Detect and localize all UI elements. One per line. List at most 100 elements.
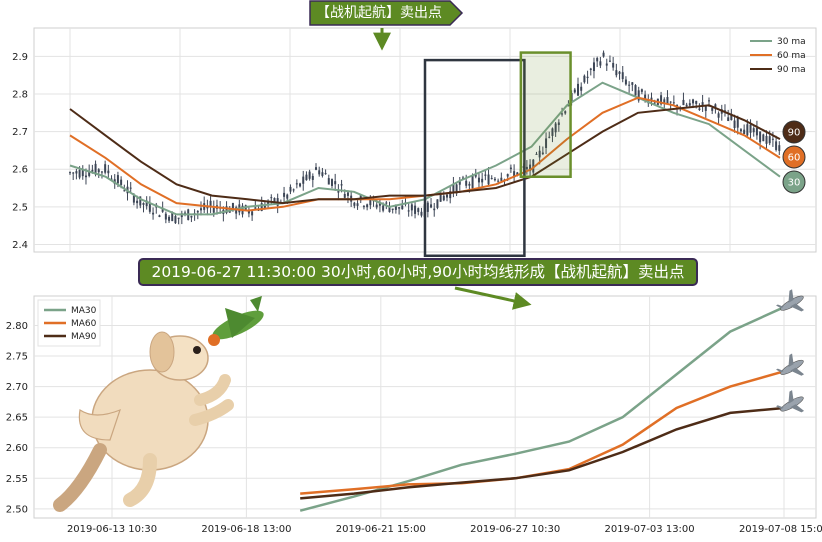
legend-label: 60 ma	[777, 51, 806, 61]
candle-body	[461, 177, 464, 179]
candle-body	[557, 122, 560, 125]
candle-body	[752, 128, 755, 133]
candle-body	[251, 211, 254, 216]
candle-body	[711, 107, 714, 111]
candle-body	[666, 97, 669, 104]
legend-label: MA30	[71, 306, 97, 316]
candle-body	[407, 210, 410, 212]
candle-body	[449, 191, 452, 199]
candle-body	[672, 102, 675, 104]
candle-body	[749, 124, 752, 133]
candle-body	[311, 175, 314, 180]
candle-body	[497, 180, 500, 182]
candle-body	[513, 171, 516, 178]
candle-body	[75, 171, 78, 174]
bottom-ma-series	[299, 306, 785, 512]
plane-icon	[776, 390, 805, 413]
candle-body	[727, 117, 730, 121]
banner-arrow	[454, 286, 532, 310]
candle-body	[433, 208, 436, 211]
candle-body	[525, 166, 528, 170]
candle-body	[286, 194, 289, 199]
candle-body	[743, 129, 746, 135]
candle-body	[414, 205, 417, 214]
candle-body	[334, 181, 337, 185]
candle-body	[618, 71, 621, 74]
candle-body	[174, 216, 177, 224]
bottom-ytick-label: 2.70	[6, 382, 28, 393]
candle-body	[302, 176, 305, 184]
candle-body	[308, 171, 311, 179]
candle-body	[452, 183, 455, 193]
candle-body	[554, 123, 557, 133]
candle-body	[605, 63, 608, 66]
candle-body	[506, 174, 509, 177]
signal-banner: 2019-06-27 11:30:00 30小时,60小时,90小时均线形成【战…	[138, 258, 698, 286]
top-ytick-label: 2.5	[12, 202, 28, 213]
candle-body	[573, 89, 576, 93]
plane-icon	[776, 289, 805, 312]
candle-body	[398, 207, 401, 209]
candle-body	[254, 207, 257, 209]
candle-body	[477, 177, 480, 183]
candle-body	[561, 113, 564, 115]
candle-body	[430, 204, 433, 208]
candle-body	[682, 99, 685, 106]
plane-icons	[776, 289, 805, 413]
end-badge-circle	[782, 120, 806, 144]
candle-body	[343, 194, 346, 198]
bottom-ytick-label: 2.50	[6, 504, 28, 515]
candle-body	[736, 117, 739, 128]
candle-body	[446, 194, 449, 198]
end-badge-label: 60	[788, 153, 801, 164]
bottom-legend: MA30 MA60 MA90	[37, 299, 101, 347]
candle-body	[704, 106, 707, 111]
candle-body	[97, 169, 100, 173]
candle-body	[685, 104, 688, 107]
candle-body	[168, 216, 171, 221]
annotation-boxes	[423, 51, 572, 258]
candle-body	[346, 192, 349, 196]
candle-body	[69, 172, 71, 174]
top-legend: 30 ma 60 ma 90 ma	[750, 37, 806, 75]
end-badges: 90 60 30	[782, 120, 806, 194]
candle-body	[669, 101, 672, 103]
candle-body	[161, 207, 164, 212]
candle-body	[698, 108, 701, 111]
bottom-ytick-label: 2.60	[6, 443, 28, 454]
candle-body	[634, 85, 637, 96]
top-flag-label: 【战机起航】卖出点	[316, 5, 442, 21]
candle-body	[209, 200, 212, 207]
bottom-ytick-label: 2.55	[6, 474, 28, 485]
candle-body	[353, 202, 356, 206]
candle-body	[768, 136, 771, 144]
candle-body	[305, 174, 308, 181]
candle-body	[723, 110, 726, 112]
candle-body	[107, 170, 110, 174]
candle-body	[369, 198, 372, 206]
candle-body	[663, 99, 666, 103]
candle-body	[717, 113, 720, 118]
puppy-illustration	[53, 331, 234, 512]
candle-body	[120, 179, 123, 185]
candle-body	[535, 153, 538, 155]
candle-body	[442, 195, 445, 201]
candle-body	[660, 95, 663, 105]
candle-body	[775, 141, 778, 150]
candle-body	[318, 170, 321, 175]
candle-body	[493, 178, 496, 181]
candle-body	[235, 207, 238, 214]
candle-body	[692, 99, 695, 104]
candle-body	[739, 129, 742, 132]
candle-body	[762, 134, 765, 142]
candle-body	[72, 172, 75, 174]
candle-body	[78, 169, 81, 178]
bottom-ytick-label: 2.75	[6, 352, 28, 363]
candle-body	[385, 202, 388, 204]
candle-body	[139, 196, 142, 206]
candle-body	[247, 210, 250, 214]
candle-body	[299, 183, 302, 187]
candle-body	[695, 100, 698, 104]
candle-body	[81, 169, 84, 177]
bottom-ma90-line	[300, 406, 785, 500]
